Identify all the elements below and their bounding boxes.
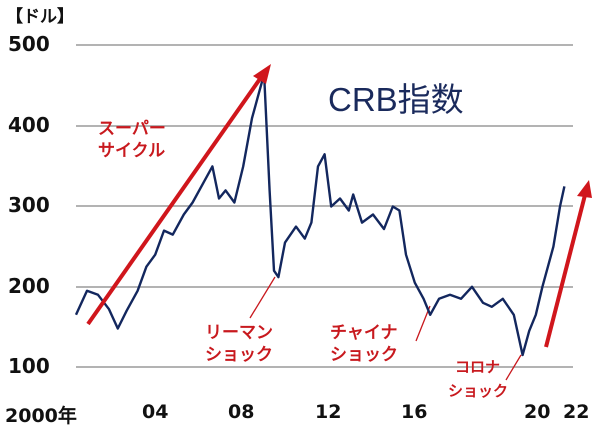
y-axis-unit-label: 【ドル】 — [6, 7, 74, 27]
x-tick-20: 20 — [524, 401, 551, 423]
y-tick-300: 300 — [8, 193, 50, 217]
x-tick-16: 16 — [401, 401, 428, 423]
y-tick-400: 400 — [8, 113, 50, 137]
chart-title: CRB指数 — [328, 81, 464, 118]
x-tick-22: 22 — [563, 401, 590, 423]
super-cycle-arrow — [86, 64, 271, 326]
annotation-text: サイクル — [98, 141, 166, 161]
x-tick-12: 12 — [315, 401, 342, 423]
annotation-text: リーマン — [205, 323, 273, 343]
annotation-china-shock: チャイナ ショック — [330, 322, 398, 366]
annotation-super-cycle: スーパー サイクル — [98, 118, 166, 162]
annotation-corona-shock-1: コロナ — [455, 358, 501, 376]
annotation-text: ショック — [205, 345, 273, 365]
x-tick-2000: 2000年 — [5, 405, 77, 427]
x-tick-08: 08 — [228, 401, 255, 423]
crb-index-line — [74, 72, 566, 357]
annotation-corona-shock-2: ショック — [448, 382, 509, 400]
annotation-text: ショック — [330, 345, 398, 365]
annotation-leader-lines — [249, 276, 522, 381]
annotation-text: チャイナ — [330, 323, 398, 343]
x-tick-04: 04 — [142, 401, 169, 423]
y-tick-100: 100 — [8, 354, 50, 378]
annotation-lehman-shock: リーマン ショック — [205, 322, 273, 366]
gridlines — [76, 44, 573, 368]
annotation-text: スーパー — [98, 119, 166, 139]
recovery-arrow — [544, 180, 592, 348]
y-tick-500: 500 — [8, 32, 50, 56]
y-tick-200: 200 — [8, 274, 50, 298]
